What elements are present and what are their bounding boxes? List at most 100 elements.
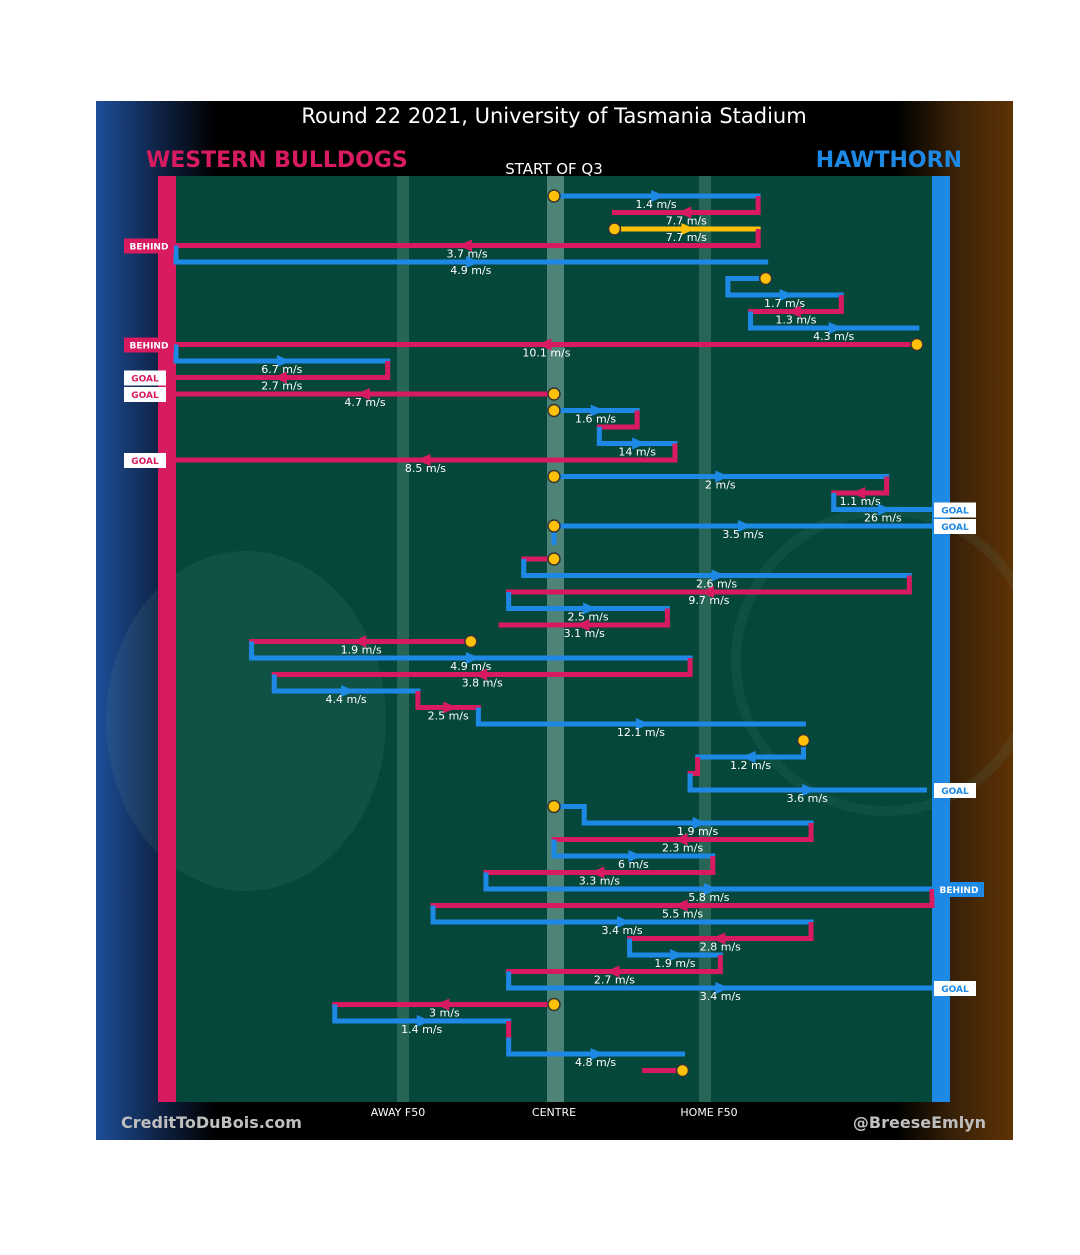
- speed-label: 1.2 m/s: [730, 759, 771, 772]
- speed-label: 2.7 m/s: [261, 380, 302, 393]
- speed-label: 7.7 m/s: [666, 231, 707, 244]
- score-tag: GOAL: [934, 981, 976, 996]
- direction-arrow: [605, 965, 620, 978]
- direction-arrow: [590, 404, 605, 417]
- speed-label: 1.3 m/s: [775, 314, 816, 327]
- speed-label: 4.3 m/s: [813, 330, 854, 343]
- direction-arrow: [692, 817, 707, 829]
- score-tag-box: [934, 981, 976, 996]
- direction-arrow: [651, 190, 666, 202]
- speed-label: 3.6 m/s: [787, 792, 828, 805]
- speed-label: 3.7 m/s: [446, 248, 487, 261]
- speed-label: 1.6 m/s: [575, 413, 616, 426]
- direction-arrow: [802, 784, 817, 796]
- direction-arrow: [677, 206, 692, 219]
- speed-label: 5.5 m/s: [662, 908, 703, 921]
- score-tags-layer: BEHIND BEHIND GOAL GOAL GOAL GOAL GOAL GOAL BEHI…: [124, 238, 984, 996]
- score-tag-box: [934, 882, 984, 897]
- score-tag-text: GOAL: [131, 375, 159, 385]
- direction-arrow: [272, 371, 287, 384]
- score-tag-text: GOAL: [941, 787, 969, 797]
- speed-label: 1.4 m/s: [401, 1023, 442, 1036]
- score-tag-box: [124, 387, 166, 402]
- score-tag: GOAL: [934, 502, 976, 518]
- right-team-name: HAWTHORN: [816, 148, 962, 173]
- speed-label: 12.1 m/s: [617, 726, 665, 739]
- score-tag-text: GOAL: [131, 457, 159, 467]
- speed-label: 1.1 m/s: [840, 495, 881, 508]
- speed-label: 4.9 m/s: [450, 660, 491, 673]
- speed-label: 2.7 m/s: [594, 974, 635, 987]
- direction-arrow: [473, 668, 488, 681]
- score-tag-text: GOAL: [941, 985, 969, 995]
- direction-arrow: [276, 355, 291, 367]
- stoppage-marker: [910, 337, 924, 352]
- speed-label: 3.4 m/s: [601, 924, 642, 937]
- direction-arrow: [458, 239, 473, 252]
- direction-arrow: [703, 883, 718, 895]
- direction-arrow: [715, 470, 730, 483]
- direction-arrow: [699, 586, 714, 598]
- score-tag-box: [124, 337, 174, 353]
- speed-label: 3.1 m/s: [564, 627, 605, 640]
- stoppage-marker: [547, 403, 561, 418]
- score-tag-text: BEHIND: [130, 243, 169, 253]
- direction-arrow: [669, 949, 684, 961]
- direction-arrow: [465, 652, 480, 664]
- direction-arrow: [617, 916, 632, 928]
- score-tag-box: [124, 370, 166, 386]
- stoppage-marker: [675, 1063, 690, 1078]
- chart-frame: 1.4 m/s 7.7 m/s 7.7 m/s 3.7 m/s 4.9 m/s 1.7 m…: [96, 101, 1013, 1140]
- speed-label: 4.8 m/s: [575, 1056, 616, 1069]
- chains-layer: 1.4 m/s 7.7 m/s 7.7 m/s 3.7 m/s 4.9 m/s 1.7 m…: [173, 190, 935, 1073]
- speed-label: 3.3 m/s: [579, 875, 620, 888]
- stoppage-marker: [607, 222, 622, 236]
- speed-label: 2.3 m/s: [662, 842, 703, 855]
- score-tag: GOAL: [124, 453, 166, 468]
- speed-label: 1.7 m/s: [764, 297, 805, 310]
- score-tag: BEHIND: [934, 882, 984, 897]
- direction-arrow: [828, 322, 843, 334]
- stoppage-marker: [547, 469, 561, 484]
- score-tag-text: GOAL: [941, 523, 969, 533]
- speed-label: 26 m/s: [864, 512, 902, 525]
- direction-arrow: [681, 223, 696, 235]
- tick-centre: CENTRE: [532, 1106, 576, 1119]
- watermark-left: [106, 551, 386, 891]
- credit-right: @BreeseEmlyn: [853, 1113, 986, 1132]
- direction-arrow: [779, 289, 794, 301]
- speed-label: 1.9 m/s: [654, 957, 695, 970]
- stoppage-marker: [547, 799, 561, 814]
- stoppage-marker: [547, 189, 561, 203]
- direction-arrow: [711, 932, 726, 945]
- direction-arrow: [877, 503, 892, 516]
- direction-arrow: [352, 635, 367, 648]
- score-tag: GOAL: [934, 783, 976, 798]
- speed-label: 1.4 m/s: [635, 198, 676, 211]
- stoppage-marker: [547, 997, 561, 1012]
- score-tag-text: BEHIND: [940, 886, 979, 896]
- score-tag-text: BEHIND: [130, 342, 169, 352]
- stoppage-marker: [547, 519, 561, 533]
- direction-arrow: [786, 305, 801, 318]
- speed-label: 2 m/s: [705, 479, 736, 492]
- left-team-name: WESTERN BULLDOGS: [146, 148, 408, 173]
- score-tag: GOAL: [124, 387, 166, 402]
- stoppage-marker: [547, 387, 561, 401]
- tick-home-f50: HOME F50: [680, 1106, 737, 1119]
- direction-arrow: [465, 256, 480, 268]
- direction-arrow: [632, 437, 647, 450]
- stoppage-marker: [464, 634, 478, 649]
- hawthorn-goal-bar: [932, 176, 950, 1102]
- stoppage-marker: [758, 271, 773, 286]
- direction-arrow: [443, 701, 458, 714]
- speed-label: 2.5 m/s: [567, 611, 608, 624]
- stoppage-marker: [796, 733, 811, 748]
- speed-label: 7.7 m/s: [666, 215, 707, 228]
- direction-arrow: [635, 718, 650, 730]
- tick-away-f50: AWAY F50: [371, 1106, 425, 1119]
- score-tag-box: [124, 453, 166, 468]
- score-tag-box: [124, 238, 174, 254]
- speed-label: 3.5 m/s: [722, 528, 763, 541]
- direction-arrow: [628, 850, 643, 862]
